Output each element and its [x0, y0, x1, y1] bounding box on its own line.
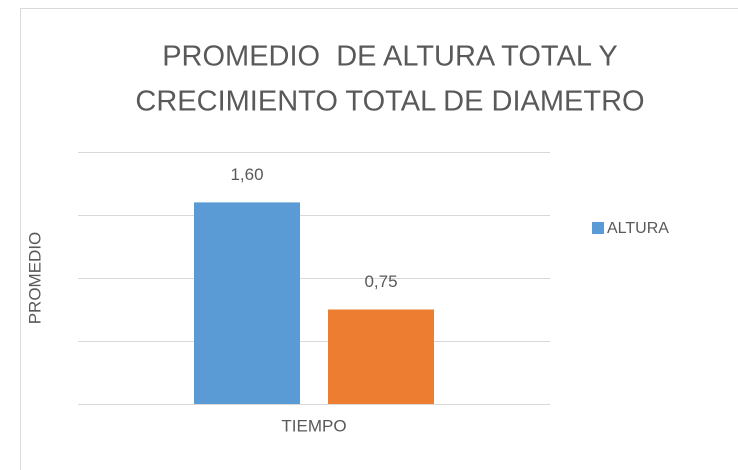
data-label: 1,60 — [230, 165, 263, 184]
data-label: 0,75 — [364, 272, 397, 291]
x-tick-label: TIEMPO — [281, 416, 346, 435]
bar — [328, 309, 434, 404]
legend-swatch — [592, 222, 604, 234]
legend-label: ALTURA — [607, 220, 669, 237]
chart-title: CRECIMIENTO TOTAL DE DIAMETRO — [135, 86, 644, 118]
chart-title: PROMEDIO DE ALTURA TOTAL Y — [162, 41, 618, 73]
bar — [194, 202, 300, 404]
y-axis-label: PROMEDIO — [25, 232, 44, 325]
